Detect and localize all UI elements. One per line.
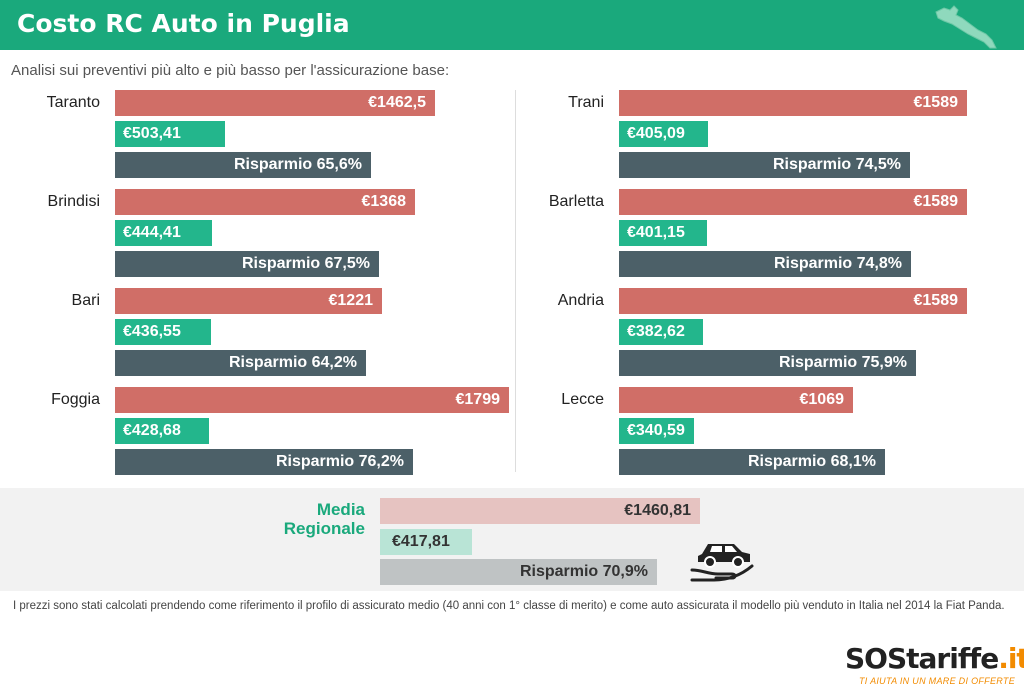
saving-bar: Risparmio 74,8% [619,251,911,277]
city-label: Brindisi [47,193,100,210]
high-quote-bar: €1589 [619,288,967,314]
average-high-bar: €1460,81 [380,498,700,524]
low-quote-bar: €340,59 [619,418,694,444]
average-low-bar: €417,81 [380,529,472,555]
high-quote-bar: €1221 [115,288,382,314]
saving-bar: Risparmio 65,6% [115,152,371,178]
footnote: I prezzi sono stati calcolati prendendo … [13,600,1005,612]
logo-it: .it [998,642,1024,675]
city-label: Andria [557,292,604,309]
low-quote-bar: €503,41 [115,121,225,147]
high-quote-bar: €1368 [115,189,415,215]
city-label: Lecce [561,391,604,408]
saving-bar: Risparmio 67,5% [115,251,379,277]
city-label: Barletta [548,193,604,210]
regional-average-label-line1: Media [316,500,365,519]
puglia-map-icon [935,5,997,49]
regional-average-label: Media Regionale [250,500,365,538]
high-quote-bar: €1589 [619,90,967,116]
page-title: Costo RC Auto in Puglia [17,9,350,38]
high-quote-bar: €1462,5 [115,90,435,116]
low-quote-bar: €401,15 [619,220,707,246]
column-divider [515,90,516,472]
low-quote-bar: €382,62 [619,319,703,345]
logo-tagline: TI AIUTA IN UN MARE DI OFFERTE [859,676,1016,686]
low-quote-bar: €405,09 [619,121,708,147]
saving-bar: Risparmio 75,9% [619,350,916,376]
low-quote-bar: €444,41 [115,220,212,246]
car-in-hand-icon [690,544,754,582]
sostariffe-logo: SOStariffe.it TI AIUTA IN UN MARE DI OFF… [845,642,1024,690]
low-quote-bar: €428,68 [115,418,209,444]
saving-bar: Risparmio 74,5% [619,152,910,178]
city-label: Taranto [46,94,100,111]
chart-subtitle: Analisi sui preventivi più alto e più ba… [11,62,450,79]
saving-bar: Risparmio 68,1% [619,449,885,475]
low-quote-bar: €436,55 [115,319,211,345]
logo-sos: SOS [845,642,907,675]
header-bar: Costo RC Auto in Puglia [0,0,1024,50]
regional-average-label-line2: Regionale [283,519,365,538]
city-label: Trani [568,94,604,111]
city-label: Foggia [51,391,100,408]
high-quote-bar: €1799 [115,387,509,413]
saving-bar: Risparmio 76,2% [115,449,413,475]
saving-bar: Risparmio 64,2% [115,350,366,376]
logo-wordmark: SOStariffe.it [845,642,1024,675]
high-quote-bar: €1069 [619,387,853,413]
high-quote-bar: €1589 [619,189,967,215]
logo-tariffe: tariffe [906,642,999,675]
city-label: Bari [71,292,100,309]
average-saving-bar: Risparmio 70,9% [380,559,657,585]
